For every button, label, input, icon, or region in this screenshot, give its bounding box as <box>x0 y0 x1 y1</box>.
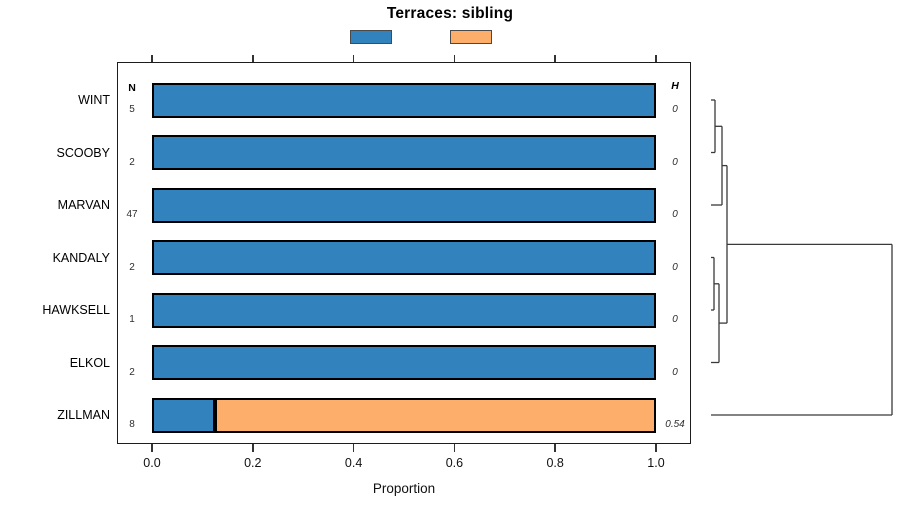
bar-segment-tread <box>152 397 215 433</box>
bar-segment-tread <box>152 82 656 118</box>
n-value: 8 <box>129 419 135 430</box>
n-value: 1 <box>129 314 135 325</box>
x-tick-bottom <box>554 444 556 452</box>
h-column-header: H <box>671 80 679 92</box>
x-tick-top <box>352 55 355 62</box>
x-tick-label: 0.2 <box>244 456 262 470</box>
bar-segment-riser <box>215 397 656 433</box>
x-tick-bottom <box>352 444 355 452</box>
x-tick-bottom <box>453 444 456 452</box>
h-value: 0 <box>672 156 678 168</box>
bar-row <box>152 397 656 433</box>
x-tick-top <box>655 55 657 62</box>
bar-segment-tread <box>152 240 656 275</box>
category-label-marvan: MARVAN <box>57 198 110 212</box>
n-value: 2 <box>129 366 135 378</box>
chart-title: Terraces: sibling <box>386 5 514 22</box>
x-tick-top <box>453 55 456 62</box>
n-value: 5 <box>129 104 135 115</box>
n-value: 2 <box>129 156 135 168</box>
x-tick-label: 1.0 <box>647 456 665 470</box>
bar-row <box>152 345 656 380</box>
h-value: 0 <box>672 104 678 115</box>
bar-row <box>152 187 656 223</box>
x-tick-top <box>151 55 153 62</box>
legend-swatch-tread <box>350 29 392 44</box>
n-value: 2 <box>129 261 135 273</box>
h-value: 0 <box>672 209 678 220</box>
bar-segment-tread <box>152 292 656 328</box>
category-label-hawksell: HAWKSELL <box>42 303 110 317</box>
category-label-elkol: ELKOL <box>69 355 110 370</box>
x-tick-bottom <box>151 444 153 452</box>
bar-row <box>152 240 656 275</box>
h-value: 0 <box>672 314 678 325</box>
x-tick-top <box>252 55 254 62</box>
x-axis-title: Proportion <box>372 481 436 496</box>
x-tick-label: 0.4 <box>344 456 363 470</box>
x-tick-label: 0.8 <box>546 456 564 470</box>
bar-segment-tread <box>152 135 656 170</box>
x-tick-label: 0.0 <box>143 456 161 470</box>
bar-row <box>152 135 656 170</box>
bar-segment-tread <box>152 345 656 380</box>
category-label-scooby: SCOOBY <box>56 145 111 160</box>
category-label-zillman: ZILLMAN <box>57 408 110 422</box>
legend-swatch-riser <box>450 29 492 44</box>
plot-panel <box>117 62 691 444</box>
category-label-wint: WINT <box>78 93 110 107</box>
bar-segment-tread <box>152 187 656 223</box>
bar-row <box>152 292 656 328</box>
x-tick-top <box>554 55 556 62</box>
bar-row <box>152 82 656 118</box>
x-tick-bottom <box>252 444 254 452</box>
h-value: 0 <box>672 366 678 378</box>
h-value: 0.54 <box>665 419 685 430</box>
category-label-kandaly: KANDALY <box>52 250 110 265</box>
x-tick-label: 0.6 <box>445 456 464 470</box>
x-tick-bottom <box>655 444 657 452</box>
n-value: 47 <box>126 209 138 220</box>
h-value: 0 <box>672 261 678 273</box>
n-column-header: N <box>128 82 136 94</box>
